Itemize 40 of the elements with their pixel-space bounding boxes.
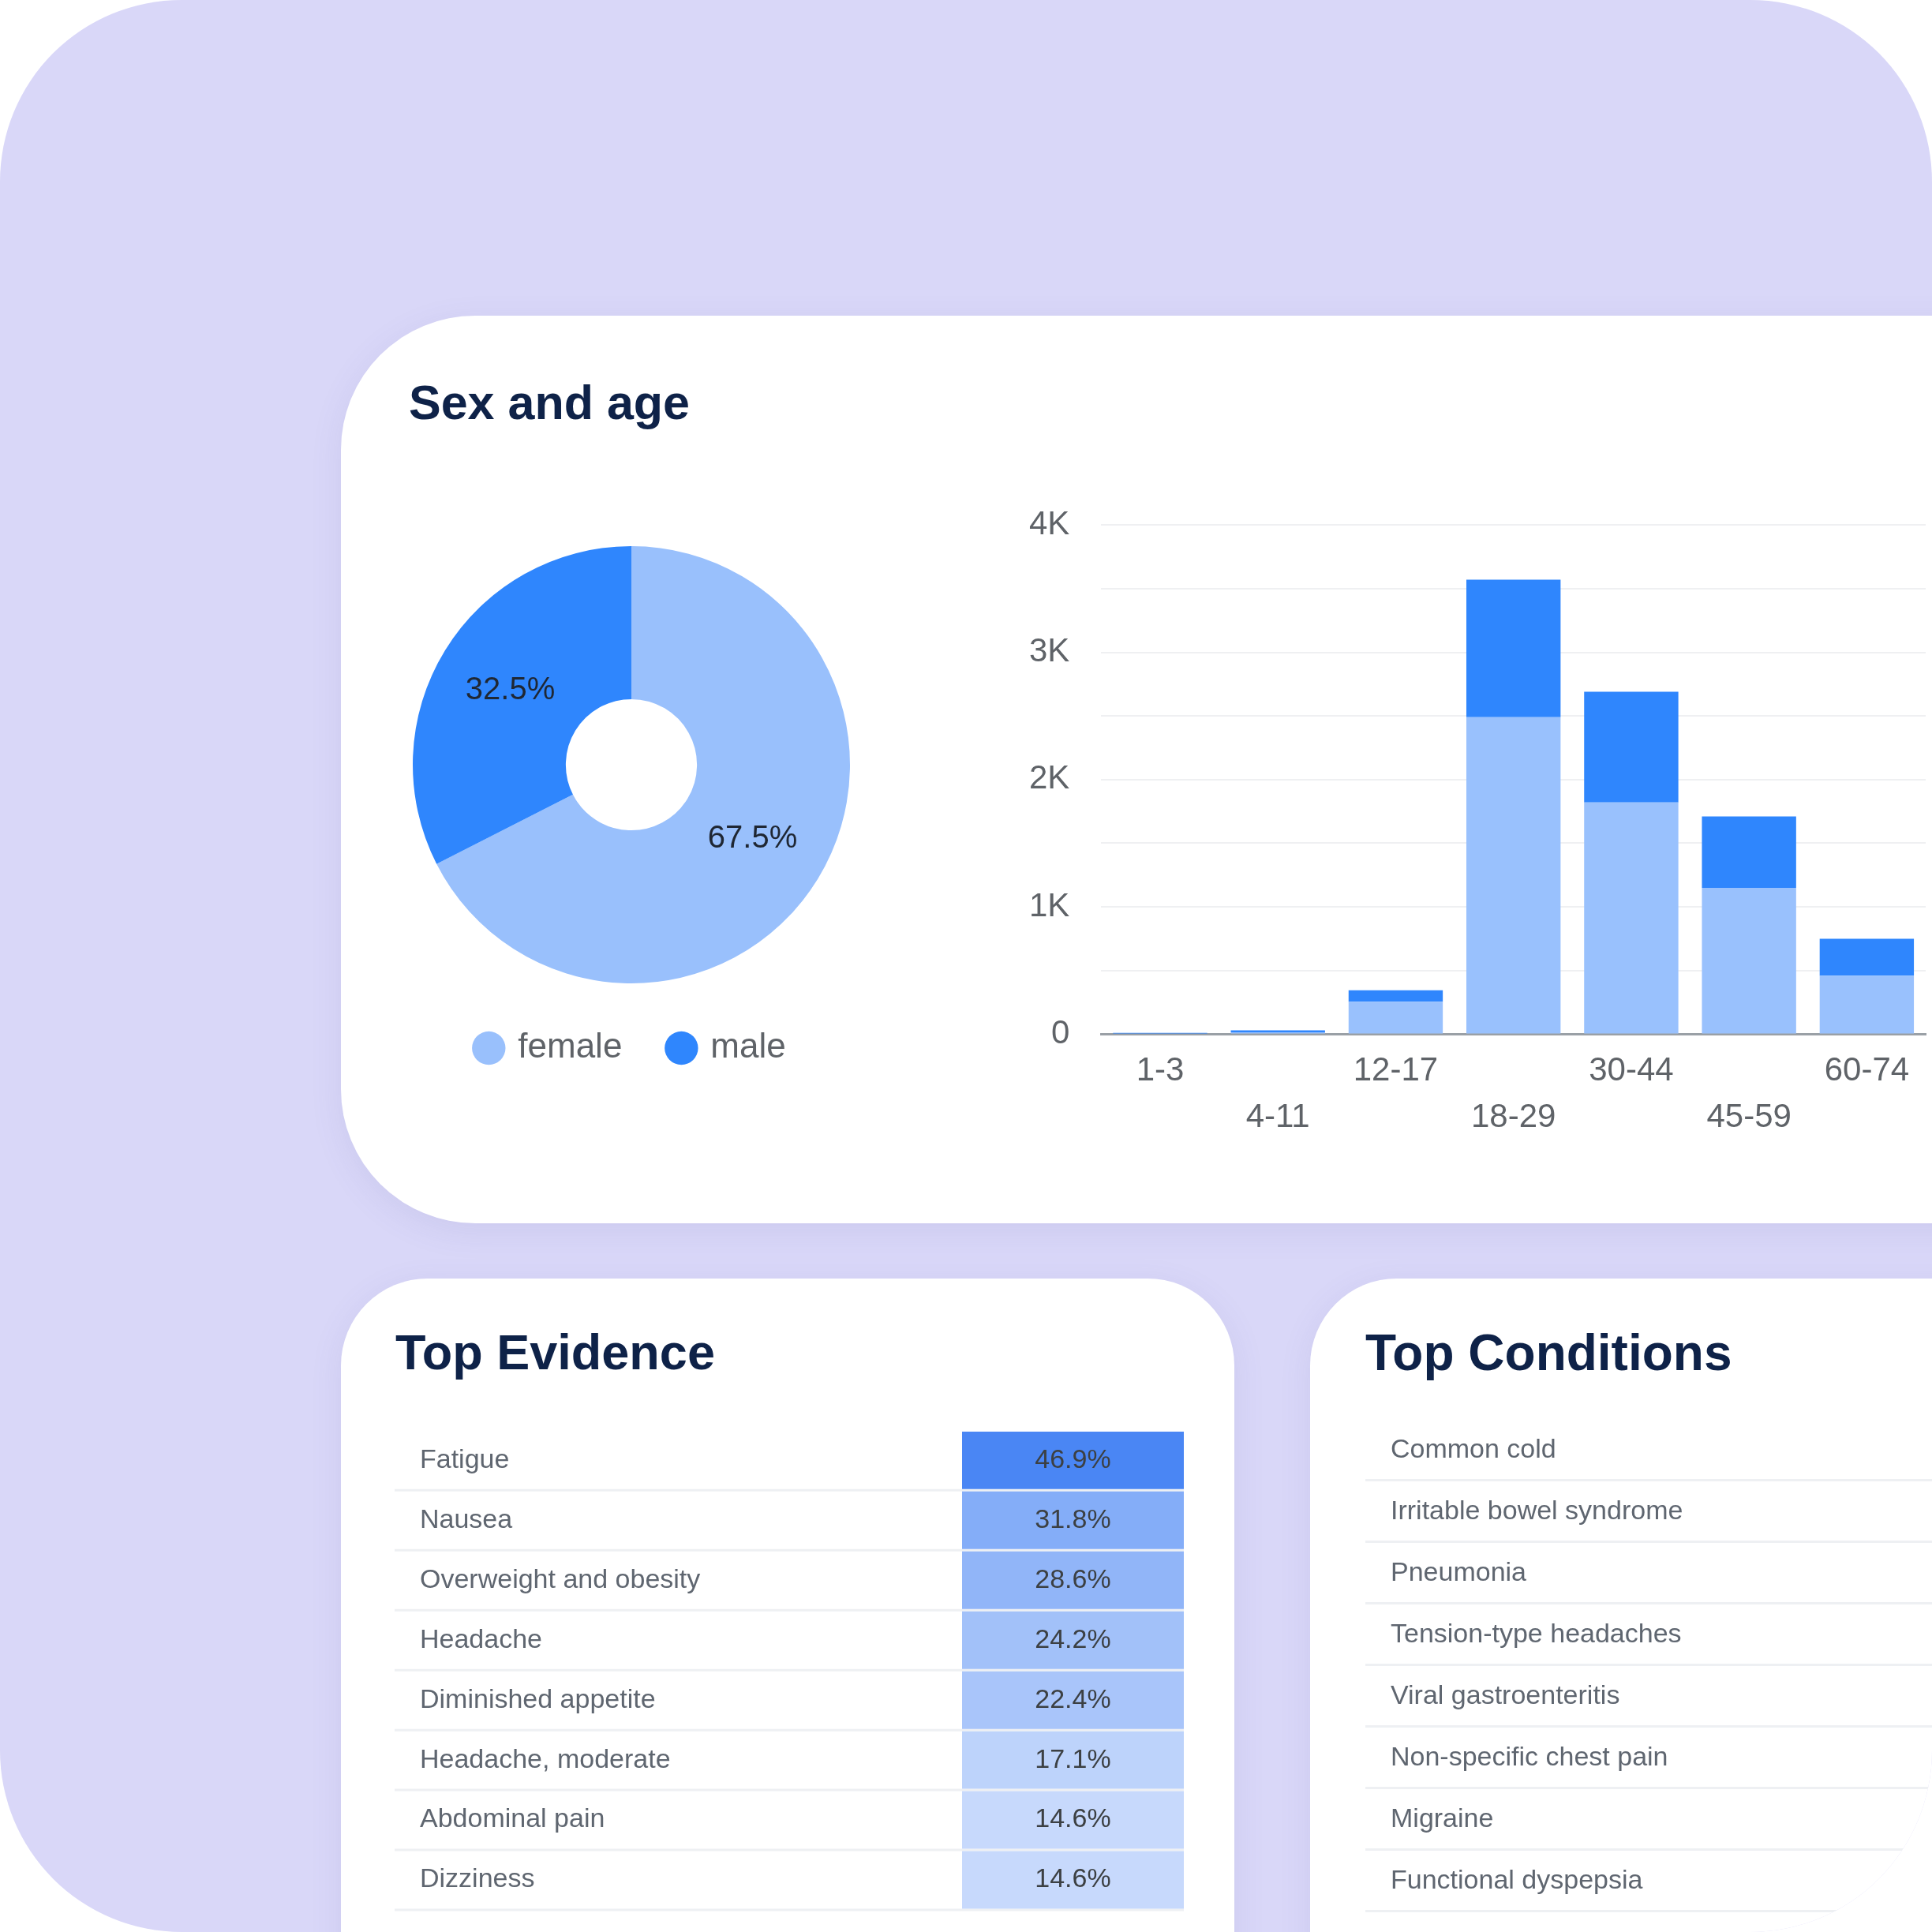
category-label: Functional dyspepsia [1391,1863,1643,1896]
data-label: 22.4% [1035,1683,1111,1713]
data-label: 31.8% [1035,1503,1111,1533]
x-tick-label: 60-74 [1824,1050,1910,1088]
data-label: 28.6% [1035,1563,1111,1593]
data-label: 46.9% [1035,1443,1111,1473]
x-tick-label: 1-3 [1136,1050,1185,1088]
x-tick-label: 45-59 [1706,1097,1792,1135]
y-tick-label: Overweight and obesity [420,1563,701,1593]
data-label: 32.5% [465,670,556,706]
y-tick-label: Nausea [420,1503,513,1533]
legend-label: female [518,1026,623,1065]
category-label: Migraine [1391,1801,1494,1834]
y-tick-label: Headache, moderate [420,1743,671,1773]
y-tick-label: Abdominal pain [420,1803,605,1833]
y-tick-label: 0 [1051,1013,1070,1050]
category-label: Viral gastroenteritis [1391,1678,1620,1711]
chart-title: Sex and age [409,375,690,431]
x-tick-label: 12-17 [1353,1050,1439,1088]
category-label: Tension-type headaches [1391,1616,1682,1649]
data-label: 14.6% [1035,1803,1111,1833]
data-label: 17.1% [1035,1743,1111,1773]
x-tick-label: 30-44 [1589,1050,1674,1088]
y-tick-label: Diminished appetite [420,1683,656,1713]
category-label: Non-specific chest pain [1391,1739,1668,1773]
data-label: 24.2% [1035,1623,1111,1653]
y-tick-label: Fatigue [420,1443,510,1473]
category-label: Common cold [1391,1432,1556,1465]
data-label: 67.5% [707,819,798,855]
y-tick-label: 4K [1029,504,1070,541]
data-label: 14.6% [1035,1863,1111,1893]
x-tick-label: 4-11 [1245,1097,1310,1135]
y-tick-label: Headache [420,1623,543,1653]
category-label: Irritable bowel syndrome [1391,1493,1683,1526]
legend-label: male [710,1026,786,1065]
category-label: Pneumonia [1391,1555,1527,1588]
x-tick-label: 18-29 [1470,1097,1556,1135]
y-tick-label: Dizziness [420,1863,535,1893]
chart-title: Top Conditions [1365,1324,1732,1381]
text: Top Evidence [395,1324,715,1381]
